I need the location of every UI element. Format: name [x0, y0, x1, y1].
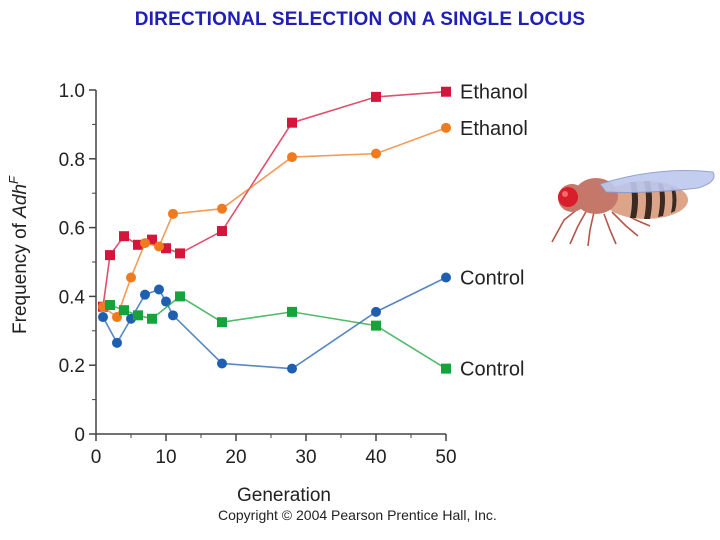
series-line: [102, 90, 447, 307]
legend: Ethanol Ethanol Control Control: [460, 82, 528, 381]
series-layer: [98, 86, 451, 374]
data-point: [126, 272, 136, 283]
data-point: [119, 231, 129, 242]
data-point: [217, 226, 227, 237]
y-axis-title-italic: Adh: [10, 184, 31, 219]
x-tick-label: 0: [91, 447, 102, 468]
y-tick-label: 0.2: [59, 356, 85, 377]
x-tick-label: 50: [435, 447, 456, 468]
legend-label: Ethanol: [460, 82, 528, 104]
series-line: [102, 127, 447, 319]
data-point: [112, 337, 122, 348]
x-tick-label: 40: [365, 447, 386, 468]
fly-wing: [599, 170, 715, 193]
x-axis-title: Generation: [237, 485, 331, 506]
data-point: [133, 310, 143, 321]
y-tick-label: 0.4: [59, 287, 86, 308]
x-tick-label: 20: [225, 447, 246, 468]
data-point: [133, 239, 143, 250]
data-point: [287, 117, 297, 128]
y-tick-label: 0.6: [59, 219, 85, 240]
fruit-fly-icon: [551, 170, 715, 247]
fly-eye: [558, 187, 578, 207]
y-tick-label: 0: [74, 425, 85, 446]
data-point: [105, 300, 115, 310]
legend-label: Ethanol: [460, 118, 528, 140]
x-ticks: 0 10 20 30 40 50: [91, 434, 457, 468]
data-point: [441, 122, 451, 133]
data-point: [105, 250, 115, 261]
y-ticks: 0 0.2 0.4 0.6 0.8 1.0: [59, 81, 96, 446]
data-point: [441, 272, 451, 283]
data-point: [161, 243, 171, 254]
data-point: [287, 363, 297, 374]
data-point: [441, 86, 451, 97]
page-title: DIRECTIONAL SELECTION ON A SINGLE LOCUS: [134, 9, 586, 30]
y-axis-title-superscript: F: [6, 175, 21, 184]
fly-eye-highlight: [562, 191, 568, 197]
data-point: [140, 289, 150, 300]
legend-label: Control: [460, 267, 524, 289]
legend-label: Control: [460, 359, 524, 381]
data-point: [168, 310, 178, 321]
y-axis-title-prefix: Frequency of: [10, 218, 31, 334]
data-point: [154, 241, 164, 252]
y-tick-label: 0.8: [59, 150, 85, 171]
data-point: [217, 358, 227, 369]
data-point: [147, 313, 157, 324]
data-point: [161, 296, 171, 307]
data-point: [217, 203, 227, 214]
data-point: [147, 234, 157, 245]
data-point: [119, 305, 129, 316]
data-point: [175, 291, 185, 302]
data-point: [140, 238, 150, 249]
y-axis-title: Frequency of AdhF: [6, 175, 31, 334]
series-3: [105, 291, 451, 374]
x-tick-label: 30: [295, 447, 316, 468]
data-point: [371, 306, 381, 317]
series-2: [98, 272, 451, 374]
series-0: [98, 86, 451, 312]
data-point: [371, 320, 381, 331]
data-point: [287, 306, 297, 317]
data-point: [371, 148, 381, 159]
data-point: [168, 208, 178, 219]
data-point: [287, 152, 297, 163]
series-line: [109, 295, 447, 370]
data-point: [441, 363, 451, 374]
data-point: [371, 91, 381, 102]
data-point: [98, 312, 108, 323]
data-point: [175, 248, 185, 259]
data-point: [217, 317, 227, 328]
data-point: [154, 284, 164, 295]
y-tick-label: 1.0: [59, 81, 85, 102]
copyright-text: Copyright © 2004 Pearson Prentice Hall, …: [218, 507, 497, 523]
x-tick-label: 10: [155, 447, 176, 468]
